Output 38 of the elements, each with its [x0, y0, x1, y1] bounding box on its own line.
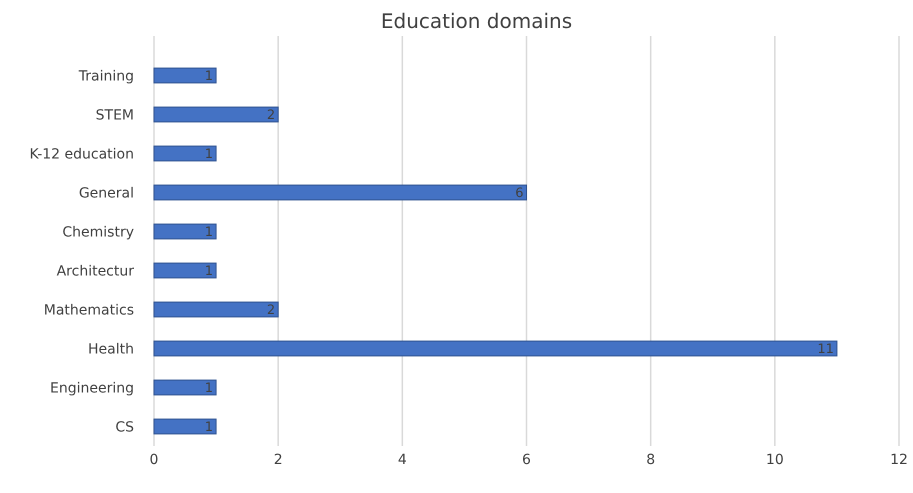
y-tick-label: Health	[88, 341, 134, 358]
bar	[154, 302, 279, 318]
data-label: 2	[266, 108, 276, 124]
x-tick-label: 12	[890, 452, 908, 468]
bar	[154, 106, 279, 122]
data-label: 6	[515, 186, 524, 202]
y-tick-label: General	[78, 185, 134, 202]
bar	[154, 262, 217, 278]
x-tick-label: 2	[274, 452, 283, 468]
bar	[154, 146, 217, 162]
bar	[154, 380, 217, 396]
y-tick-label: CS	[115, 419, 134, 436]
bar	[154, 340, 838, 356]
data-label: 1	[204, 420, 214, 436]
x-tick-label: 8	[646, 452, 656, 468]
y-tick-label: STEM	[96, 107, 134, 124]
y-tick-label: Engineering	[50, 380, 134, 396]
data-label: 1	[204, 225, 214, 240]
data-label: 1	[204, 147, 214, 162]
bar	[154, 184, 527, 200]
x-tick-label: 4	[398, 452, 407, 468]
y-tick-label: Architectur	[56, 263, 134, 280]
y-tick-label: Mathematics	[44, 302, 134, 318]
chart-title: Education domains	[380, 9, 572, 33]
data-label: 2	[266, 303, 276, 318]
bar	[154, 418, 217, 434]
data-label: 1	[204, 381, 214, 396]
y-tick-label: Training	[78, 68, 134, 84]
data-label: 1	[204, 264, 214, 280]
data-label: 1	[204, 69, 214, 84]
x-tick-label: 0	[150, 452, 158, 468]
bar	[154, 68, 217, 84]
y-tick-label: Chemistry	[62, 224, 134, 240]
bar	[154, 224, 217, 240]
data-label: 11	[817, 342, 834, 358]
x-tick-label: 6	[522, 452, 532, 468]
x-tick-label: 10	[766, 452, 784, 468]
y-tick-label: K-12 education	[30, 146, 134, 162]
